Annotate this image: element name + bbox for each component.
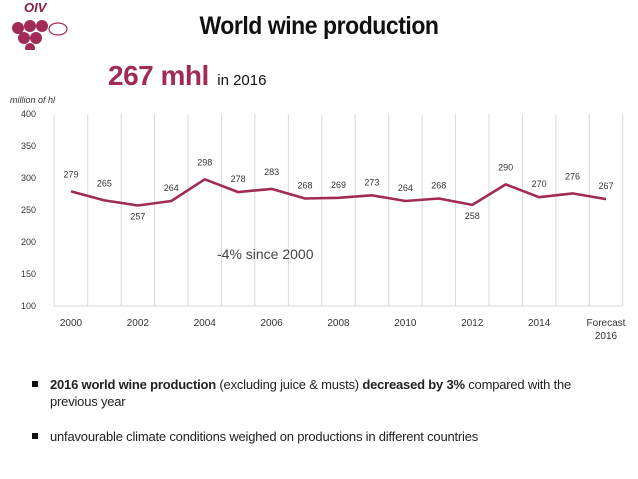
data-label: 267 xyxy=(598,181,613,191)
bullet-text: unfavourable climate conditions weighed … xyxy=(50,429,479,444)
bullet-text: (excluding juice & musts) xyxy=(216,377,363,392)
data-label: 265 xyxy=(97,178,112,188)
data-label: 298 xyxy=(197,157,212,167)
data-label: 268 xyxy=(431,180,446,190)
logo-text: OIV xyxy=(24,0,47,15)
bullet-text: compared with the previous year xyxy=(50,377,572,409)
data-label: 268 xyxy=(298,180,313,190)
x-tick-label: 2010 xyxy=(394,318,417,329)
bullet-item: 2016 world wine production (excluding ju… xyxy=(32,376,622,410)
data-label: 278 xyxy=(231,174,246,184)
y-tick-label: 350 xyxy=(21,141,36,151)
bullet-item: unfavourable climate conditions weighed … xyxy=(32,428,622,445)
logo-grape xyxy=(12,22,24,34)
y-tick-label: 100 xyxy=(21,301,36,311)
chart-annotation: -4% since 2000 xyxy=(217,246,314,262)
bullet-marker xyxy=(32,381,38,387)
x-tick-label: Forecast 2016 xyxy=(587,318,626,342)
logo-seal xyxy=(48,22,68,36)
data-label: 258 xyxy=(465,211,480,221)
logo-grape xyxy=(24,20,36,32)
x-tick-label: 2006 xyxy=(261,318,284,329)
y-tick-label: 400 xyxy=(21,109,36,119)
series-line xyxy=(70,178,607,207)
x-tick-label: 2014 xyxy=(528,318,551,329)
data-label: 269 xyxy=(331,180,346,190)
data-label: 283 xyxy=(264,167,279,177)
x-tick-label: 2002 xyxy=(127,318,150,329)
y-tick-label: 300 xyxy=(21,173,36,183)
headline-value: 267 mhl xyxy=(108,60,209,91)
oiv-logo xyxy=(12,20,68,50)
logo-grape xyxy=(18,32,30,44)
y-tick-label: 250 xyxy=(21,205,36,215)
data-label: 270 xyxy=(532,179,547,189)
data-label: 279 xyxy=(63,169,78,179)
x-tick-label: 2008 xyxy=(327,318,350,329)
bullet-list: 2016 world wine production (excluding ju… xyxy=(32,376,622,445)
bullet-bold: decreased by 3% xyxy=(362,377,465,392)
y-axis-unit-label: million of hl xyxy=(10,95,56,105)
logo-grape xyxy=(30,32,42,44)
logo-grape xyxy=(36,20,48,32)
bullet-bold: 2016 world wine production xyxy=(50,377,216,392)
headline-suffix: in 2016 xyxy=(217,72,267,89)
data-label: 264 xyxy=(164,183,179,193)
y-tick-label: 150 xyxy=(21,269,36,279)
data-label: 276 xyxy=(565,171,580,181)
data-label: 257 xyxy=(130,212,145,222)
x-tick-label: 2012 xyxy=(461,318,484,329)
logo-grape xyxy=(25,43,35,50)
data-label: 290 xyxy=(498,162,513,172)
bullet-marker xyxy=(32,433,38,439)
x-tick-label: 2004 xyxy=(194,318,217,329)
x-tick-label: 2000 xyxy=(60,318,83,329)
page-title: World wine production xyxy=(199,12,439,40)
data-label: 273 xyxy=(364,177,379,187)
y-tick-label: 200 xyxy=(21,237,36,247)
headline: 267 mhl in 2016 xyxy=(108,60,266,92)
data-label: 264 xyxy=(398,183,413,193)
